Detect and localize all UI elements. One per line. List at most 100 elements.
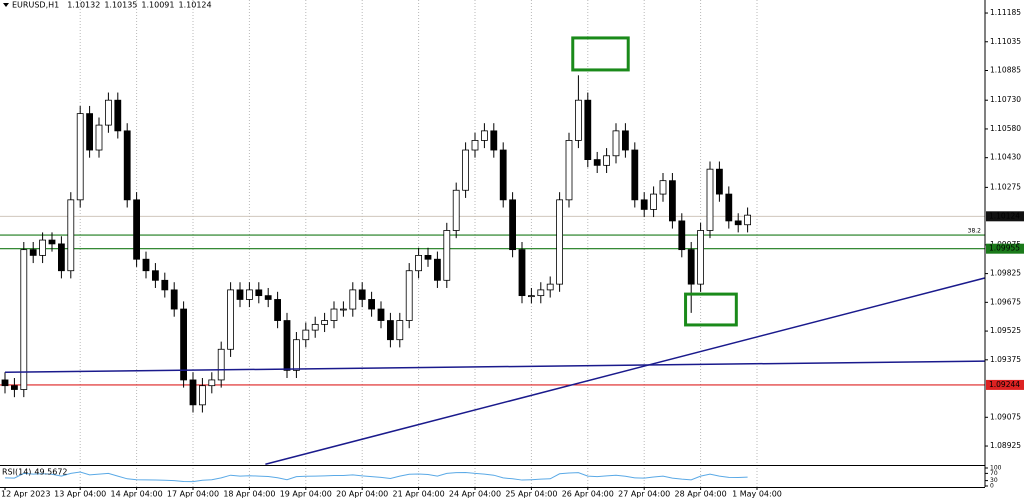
candle-body xyxy=(377,308,385,321)
candle-body xyxy=(687,249,695,285)
candle-body xyxy=(151,270,159,281)
x-tick-label: 27 Apr 04:00 xyxy=(618,490,670,499)
header-value: 1.10091 xyxy=(141,1,174,10)
menu-arrow[interactable] xyxy=(3,3,9,7)
candle-body xyxy=(546,283,554,291)
header-value: 1.10135 xyxy=(104,1,137,10)
rsi-tick-label: 100 xyxy=(990,465,1002,472)
candle-body xyxy=(424,254,432,260)
candle-body xyxy=(640,199,648,210)
candle-body xyxy=(603,155,610,166)
x-tick-label: 18 Apr 04:00 xyxy=(223,490,275,499)
axis-layer: 1.11185 1.11035 1.10885 1.10730 1.10580 1.104… xyxy=(1,8,1024,499)
candle-body xyxy=(490,130,498,151)
candle-body xyxy=(283,320,291,371)
candle-body xyxy=(292,339,300,371)
candle-body xyxy=(358,289,366,300)
candle-body xyxy=(302,329,310,341)
candle-body xyxy=(321,320,329,325)
y-tick-label: 1.09525 xyxy=(990,326,1021,335)
candle-body xyxy=(114,99,122,132)
y-tick-label: 1.10885 xyxy=(990,66,1021,75)
candle-body xyxy=(20,249,28,390)
y-tick-label: 1.08925 xyxy=(990,441,1021,450)
candle-body xyxy=(142,258,150,272)
candle-body xyxy=(170,289,178,310)
candle-body xyxy=(471,140,479,151)
candle-body xyxy=(480,130,488,141)
rsi-last-value: 49.5672 xyxy=(34,468,67,477)
y-tick-label: 1.10730 xyxy=(990,95,1021,104)
candle-body xyxy=(95,124,103,151)
level-note: 38.2 xyxy=(968,228,982,235)
candle-body xyxy=(48,239,56,245)
candle-body xyxy=(180,308,188,381)
candle-body xyxy=(706,168,714,231)
candle-body xyxy=(386,320,394,341)
candle-body xyxy=(518,249,526,297)
x-tick-label: 13 Apr 04:00 xyxy=(54,490,106,499)
rsi-tick-label: 70 xyxy=(990,470,998,477)
candle-body xyxy=(227,289,235,350)
object-layer xyxy=(4,36,985,465)
trendline xyxy=(265,277,985,465)
candle-body xyxy=(274,299,282,321)
x-tick-label: 17 Apr 04:00 xyxy=(167,490,219,499)
candle-body xyxy=(405,270,413,321)
candle-body xyxy=(725,193,733,222)
candle-body xyxy=(509,199,517,251)
candle-body xyxy=(236,289,244,300)
candle-body xyxy=(330,308,338,321)
rsi-tick-label: 0 xyxy=(990,483,994,490)
y-tick-label: 1.09825 xyxy=(990,269,1021,278)
y-tick-label: 1.09675 xyxy=(990,297,1021,306)
candle-body xyxy=(245,289,253,300)
candle-body xyxy=(39,239,46,256)
candle-body xyxy=(1,379,9,387)
candle-body xyxy=(631,149,639,201)
candle-body xyxy=(612,130,620,157)
x-tick-label: 20 Apr 04:00 xyxy=(336,490,388,499)
candle-body xyxy=(528,295,535,298)
candle-body xyxy=(462,149,470,191)
y-tick-label: 1.09075 xyxy=(990,412,1021,421)
candle-body xyxy=(697,230,704,285)
candle-body xyxy=(744,214,751,226)
candle-body xyxy=(105,99,112,126)
candle-body xyxy=(198,385,206,406)
x-tick-label: 28 Apr 04:00 xyxy=(675,490,727,499)
candle-body xyxy=(217,348,225,381)
x-tick-label: 26 Apr 04:00 xyxy=(562,490,614,499)
x-tick-label: 19 Apr 04:00 xyxy=(280,490,332,499)
x-tick-label: 1 May 04:00 xyxy=(732,490,782,499)
highlight-box xyxy=(684,292,738,327)
trendline xyxy=(4,360,985,374)
candle-body xyxy=(133,199,141,260)
candle-body xyxy=(349,289,357,310)
candle-body xyxy=(575,99,582,141)
candle-body xyxy=(433,258,441,281)
price-tag xyxy=(986,211,1024,222)
candle-body xyxy=(593,159,601,166)
candle-body xyxy=(716,168,723,195)
candle-body xyxy=(368,299,376,310)
candle-body xyxy=(189,379,197,406)
rsi-label: RSI(14) xyxy=(2,468,31,477)
candle-body xyxy=(311,323,319,331)
x-tick-label: 14 Apr 04:00 xyxy=(111,490,163,499)
price-tag-label: 1.09955 xyxy=(989,244,1020,253)
header-value: 1.10132 xyxy=(67,1,100,10)
candle-body xyxy=(584,99,592,160)
candle-body xyxy=(396,320,404,341)
candle-body xyxy=(339,308,347,311)
rsi-line xyxy=(4,471,748,483)
candle-body xyxy=(58,243,65,272)
highlight-box xyxy=(571,36,630,72)
candle-body xyxy=(86,113,93,151)
y-tick-label: 1.11035 xyxy=(990,37,1021,46)
x-tick-label: 21 Apr 04:00 xyxy=(393,490,445,499)
candle-body xyxy=(499,149,507,201)
candle-body xyxy=(10,385,18,390)
